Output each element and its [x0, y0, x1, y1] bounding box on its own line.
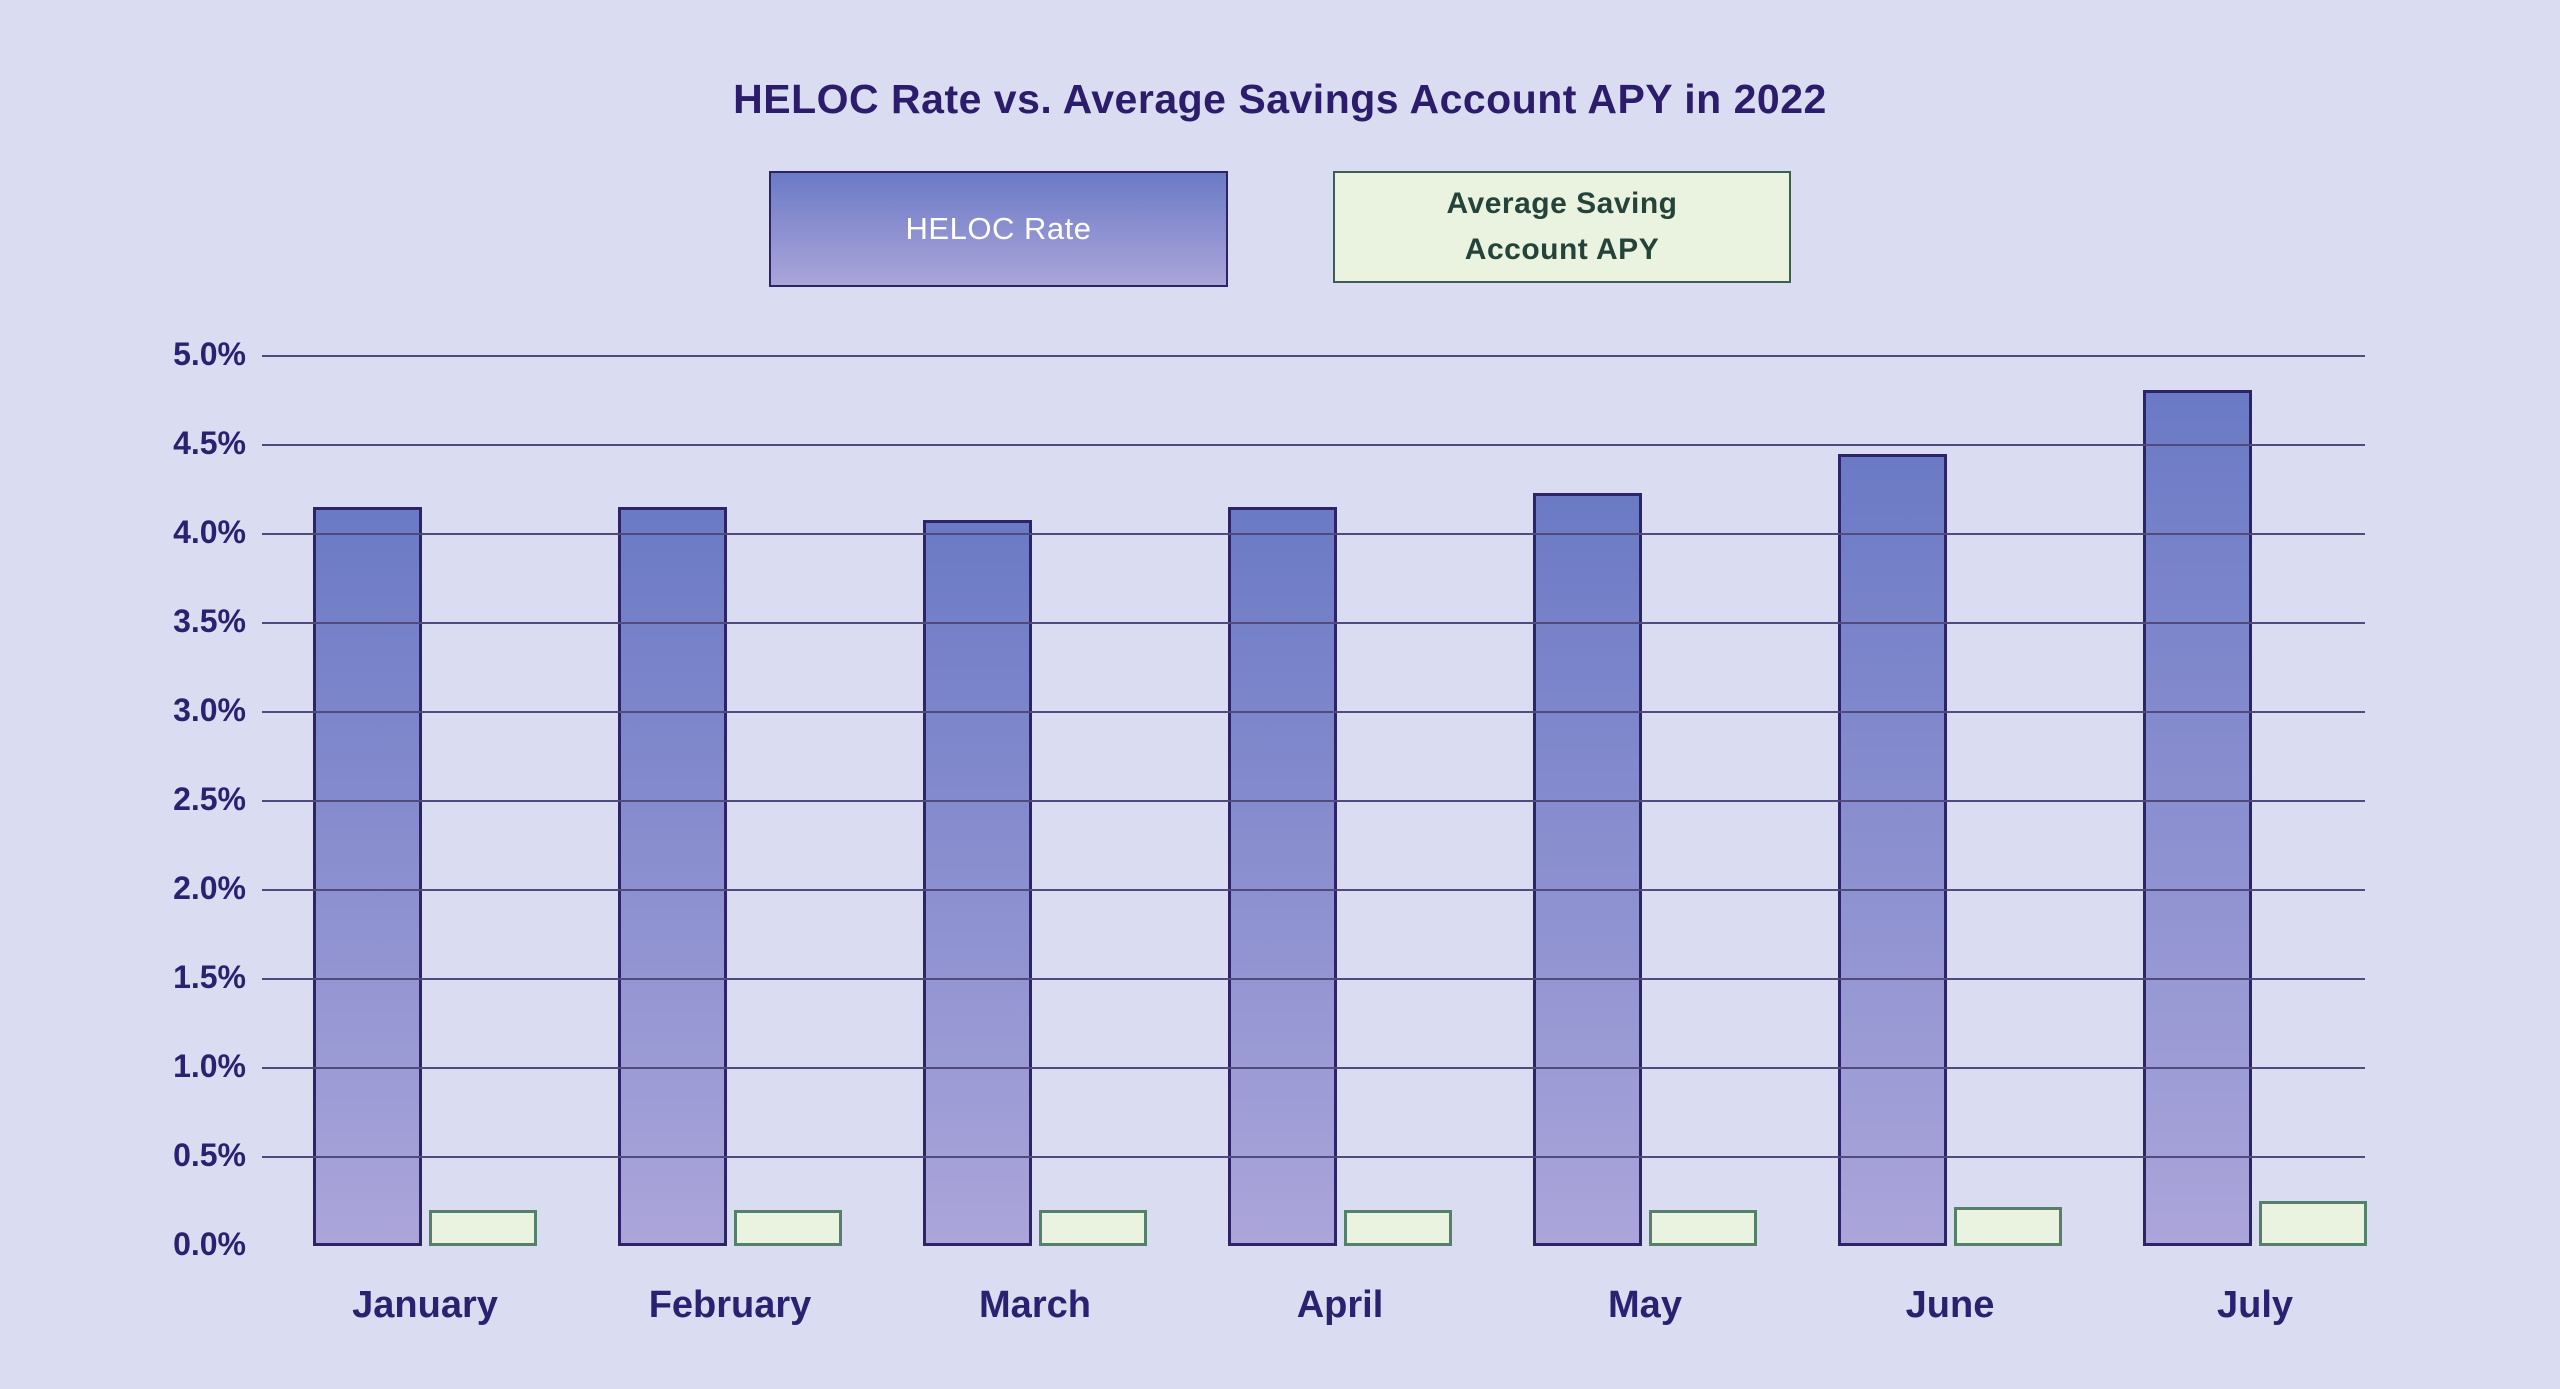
legend-savings-label-line2: Account APY: [1464, 233, 1660, 266]
y-axis-label: 2.0%: [173, 870, 246, 906]
heloc-bar: [1838, 454, 1947, 1246]
heloc-bar: [618, 507, 727, 1246]
heloc-bar: [2143, 390, 2252, 1246]
gridline: [262, 533, 2365, 535]
savings-bar: [1649, 1210, 1757, 1246]
heloc-bar: [1533, 493, 1642, 1246]
heloc-bar: [1228, 507, 1337, 1246]
month-label: June: [1905, 1284, 1995, 1326]
y-axis-label: 5.0%: [173, 336, 246, 372]
month-label: March: [979, 1284, 1091, 1326]
month-label: January: [352, 1284, 498, 1326]
gridline: [262, 444, 2365, 446]
gridline: [262, 1067, 2365, 1069]
savings-bar: [1344, 1210, 1452, 1246]
y-axis-label: 0.5%: [173, 1137, 246, 1173]
y-axis-label: 3.5%: [173, 603, 246, 639]
month-label: April: [1296, 1284, 1384, 1326]
chart-title: HELOC Rate vs. Average Savings Account A…: [733, 76, 1827, 122]
gridline: [262, 1156, 2365, 1158]
month-label: July: [2216, 1284, 2294, 1326]
savings-bar: [2259, 1201, 2367, 1246]
legend-savings-swatch: Average Saving Account APY: [1333, 171, 1791, 283]
y-axis-label: 1.5%: [173, 959, 246, 995]
y-axis-label: 2.5%: [173, 781, 246, 817]
gridline: [262, 978, 2365, 980]
gridline: [262, 711, 2365, 713]
legend-savings-label-line1: Average Saving: [1446, 186, 1678, 220]
savings-bar: [734, 1210, 842, 1246]
heloc-bar: [923, 520, 1032, 1246]
legend-heloc-swatch: HELOC Rate: [769, 171, 1228, 287]
gridline: [262, 800, 2365, 802]
y-axis-label: 4.0%: [173, 514, 246, 550]
legend-heloc-label: HELOC Rate: [905, 211, 1092, 246]
y-axis-label: 3.0%: [173, 692, 246, 728]
y-axis-label: 1.0%: [173, 1048, 246, 1084]
y-axis-label: 4.5%: [173, 425, 246, 461]
gridline: [262, 355, 2365, 357]
month-label: May: [1608, 1284, 1682, 1326]
month-label: February: [648, 1284, 812, 1326]
savings-bar: [429, 1210, 537, 1246]
heloc-bar: [313, 507, 422, 1246]
gridline: [262, 889, 2365, 891]
savings-bar: [1954, 1207, 2062, 1246]
savings-bar: [1039, 1210, 1147, 1246]
y-axis-label: 0.0%: [173, 1226, 246, 1262]
gridline: [262, 622, 2365, 624]
